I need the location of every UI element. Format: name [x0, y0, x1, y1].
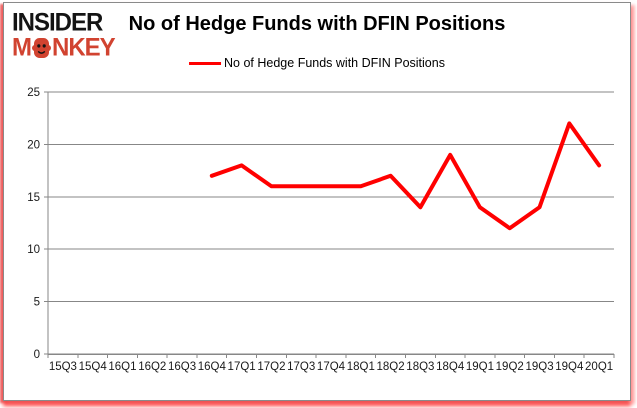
x-axis-label: 17Q3	[287, 361, 315, 373]
x-axis-label: 15Q4	[79, 361, 108, 373]
legend: No of Hedge Funds with DFIN Positions	[189, 56, 445, 70]
y-axis-label: 5	[34, 297, 40, 309]
x-axis-label: 16Q3	[168, 361, 196, 373]
x-axis-label: 18Q3	[406, 361, 434, 373]
insider-monkey-logo: INSIDER M NKEY	[12, 8, 116, 62]
x-axis-label: 16Q1	[108, 361, 136, 373]
chart-card: INSIDER M NKEY No of Hedge Funds with DFI…	[3, 2, 631, 401]
x-axis-label: 20Q1	[585, 361, 613, 373]
logo-monkey-prefix: M	[12, 33, 32, 62]
x-axis-label: 19Q2	[496, 361, 524, 373]
y-axis-label: 10	[27, 244, 40, 256]
x-axis-label: 18Q2	[377, 361, 405, 373]
x-axis-label: 18Q4	[436, 361, 465, 373]
chart-title: No of Hedge Funds with DFIN Positions	[128, 13, 506, 35]
y-axis-label: 25	[27, 87, 40, 99]
x-axis-label: 16Q4	[198, 361, 227, 373]
x-axis-label: 17Q4	[317, 361, 346, 373]
legend-line-marker	[189, 61, 222, 65]
logo-monkey-text: M NKEY	[12, 33, 116, 62]
x-axis-label: 19Q4	[555, 361, 584, 373]
y-axis-label: 0	[34, 349, 40, 361]
x-axis-label: 18Q1	[347, 361, 375, 373]
x-axis-label: 17Q1	[228, 361, 256, 373]
x-axis-label: 16Q2	[138, 361, 166, 373]
y-axis-label: 15	[27, 192, 40, 204]
legend-label: No of Hedge Funds with DFIN Positions	[224, 56, 445, 70]
x-axis-label: 19Q3	[525, 361, 553, 373]
x-axis-label: 15Q3	[49, 361, 77, 373]
y-axis-label: 20	[27, 139, 40, 151]
data-series-line	[209, 121, 602, 231]
x-axis-label: 19Q1	[466, 361, 494, 373]
logo-insider-text: INSIDER	[12, 8, 103, 37]
logo-monkey-suffix: NKEY	[52, 33, 116, 62]
monkey-face-icon	[32, 38, 51, 59]
x-axis-label: 17Q2	[257, 361, 285, 373]
